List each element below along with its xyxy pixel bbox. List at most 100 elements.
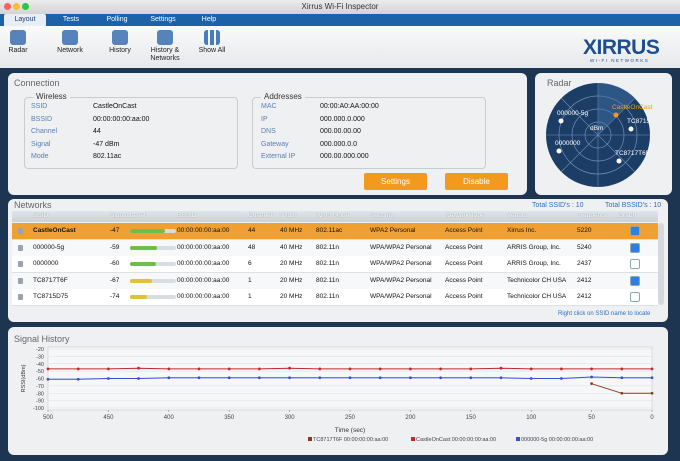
table-cell: 40 MHz (280, 227, 303, 234)
signal-bar-track (130, 229, 176, 233)
table-cell: Technicolor CH USA (507, 276, 567, 284)
legend-swatch (308, 437, 312, 441)
toolbar-label[interactable]: Radar (8, 47, 28, 54)
menu-tab[interactable]: Tests (62, 16, 80, 23)
networks-panel: Networks Total SSID's : 10 Total BSSID's :… (8, 199, 668, 322)
logo: XIRRUS (583, 36, 660, 59)
table-row[interactable]: TC8717T6F -67 00:00:00:00:aa:00 1 20 MHz 802.… (12, 272, 658, 290)
radar-dot (558, 118, 564, 124)
table-cell: TC8715D75 (33, 293, 69, 300)
radar-label: TC8715 (627, 118, 651, 125)
toolbar-icon[interactable] (62, 30, 78, 45)
field-value: 00:00:A0:AA:00:00 (320, 103, 379, 110)
menu-tab[interactable]: Polling (106, 16, 128, 23)
lock-icon (18, 228, 23, 234)
menu-tab[interactable]: Settings (150, 16, 176, 23)
graph-checkbox[interactable] (630, 226, 640, 236)
table-header: SSID Signal Level BSSID Channel Width Wi-Fi M… (12, 211, 658, 222)
column-header[interactable]: Graph (618, 212, 637, 219)
series-marker (499, 376, 503, 380)
table-cell: Access Point (445, 276, 483, 284)
table-row[interactable]: TC8715D75 -74 00:00:00:00:aa:00 1 20 MHz 802.… (12, 289, 658, 306)
series-marker (318, 367, 322, 371)
toolbar-label[interactable]: History & Networks (150, 47, 180, 62)
series-marker (107, 367, 110, 371)
field-label: MAC (261, 103, 277, 110)
column-header[interactable]: BSSID (177, 212, 197, 219)
table-cell: 0000000 (33, 260, 59, 267)
series-marker (227, 376, 231, 380)
window-button[interactable] (13, 3, 20, 10)
hint: Right click on SSID name to locate (558, 311, 651, 317)
menu-tab[interactable]: Layout (4, 14, 46, 26)
table-cell: WPA2 Personal (370, 227, 416, 234)
table-row[interactable]: 000000-5g -59 00:00:00:00:aa:00 48 40 MHz 802… (12, 239, 658, 257)
logo-tagline: WI-FI NETWORKS (590, 58, 650, 63)
table-cell: CastleOnCast (33, 227, 76, 234)
series-marker (348, 376, 352, 380)
graph-checkbox[interactable] (630, 242, 640, 253)
button[interactable]: Disable (445, 173, 508, 190)
graph-checkbox[interactable] (630, 259, 640, 269)
window-button[interactable] (4, 3, 11, 10)
signal-bar (130, 278, 152, 283)
table-cell: 5220 (577, 227, 592, 234)
field-value: 802.11ac (93, 153, 122, 160)
toolbar-icon[interactable] (204, 30, 220, 45)
table-cell: WPA/WPA2 Personal (370, 243, 432, 251)
column-header[interactable]: Width (280, 212, 297, 219)
table-row[interactable]: 0000000 -60 00:00:00:00:aa:00 6 20 MHz 802.11… (12, 256, 658, 273)
lock-icon (18, 244, 23, 251)
column-header[interactable]: Wi-Fi Mode (316, 212, 350, 219)
x-tick-label: 150 (466, 415, 477, 421)
panel-title: Networks (14, 200, 52, 210)
column-header[interactable]: Security (370, 212, 394, 219)
series-marker (650, 376, 654, 380)
table-cell: 48 (248, 243, 256, 251)
series-marker (137, 377, 141, 380)
column-header[interactable]: SSID (33, 212, 49, 219)
field-value: 44 (93, 128, 101, 135)
radar-label: CastleOnCast (612, 104, 653, 111)
x-tick-label: 300 (285, 415, 296, 421)
field-value: 000.000.0.0 (320, 140, 357, 148)
total-count: Total BSSID's : 10 (605, 202, 662, 209)
toolbar-label[interactable]: Network (57, 47, 83, 54)
table-cell: 802.11n (316, 276, 340, 284)
column-header[interactable]: Vendor (507, 212, 528, 219)
group-title: Addresses (261, 92, 305, 101)
column-header[interactable]: Frequency (577, 212, 608, 219)
graph-checkbox[interactable] (630, 275, 640, 286)
series-marker (378, 376, 382, 380)
series-marker (590, 382, 593, 386)
table-row[interactable]: CastleOnCast -47 00:00:00:00:aa:00 44 40 MHz… (12, 223, 658, 240)
menu-tab[interactable]: Help (201, 16, 217, 23)
y-tick-label: -40 (36, 362, 44, 368)
y-tick-label: -80 (36, 391, 44, 397)
table-cell: 2412 (577, 276, 592, 284)
graph-checkbox[interactable] (630, 292, 640, 302)
window-title: Xirrus Wi-Fi Inspector (301, 2, 379, 11)
toolbar-icon[interactable] (157, 30, 173, 45)
table-cell: -67 (110, 276, 120, 284)
column-header[interactable]: Network Type (445, 212, 485, 219)
table-cell: -47 (110, 227, 120, 234)
series-marker (620, 376, 624, 380)
window-button[interactable] (22, 3, 29, 10)
column-header[interactable]: Signal Level (110, 212, 146, 219)
x-tick-label: 500 (43, 415, 54, 421)
toolbar-label[interactable]: History (109, 47, 131, 54)
column-header[interactable]: Channel (248, 212, 273, 219)
radar-sweep (598, 82, 635, 135)
scrollbar[interactable] (658, 223, 664, 305)
toolbar-icon[interactable] (10, 30, 26, 45)
toolbar-icon[interactable] (112, 30, 128, 45)
y-tick-label: -20 (36, 347, 44, 353)
series-marker (46, 377, 50, 381)
toolbar-label[interactable]: Show All (198, 47, 226, 54)
table-cell: 00:00:00:00:aa:00 (177, 243, 230, 251)
field-value: 000.00.000.000 (320, 153, 369, 160)
radar-label: 0000000 (555, 140, 581, 147)
series-marker (76, 377, 80, 381)
button[interactable]: Settings (364, 173, 427, 190)
